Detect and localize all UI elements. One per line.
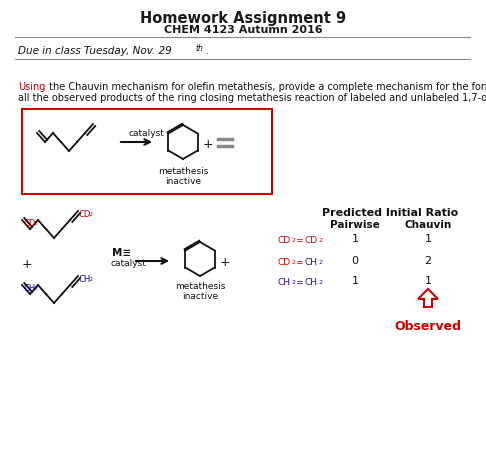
Text: +: +: [22, 258, 33, 271]
Text: catalyst: catalyst: [110, 258, 146, 268]
Text: catalyst: catalyst: [128, 129, 164, 138]
Text: 2: 2: [291, 238, 295, 243]
Text: +: +: [203, 138, 213, 151]
Text: .: .: [205, 46, 208, 56]
Text: CD: CD: [277, 257, 290, 266]
Text: CD: CD: [277, 236, 290, 244]
Text: CH: CH: [277, 277, 290, 287]
Text: =: =: [295, 257, 302, 266]
Text: 1: 1: [424, 233, 432, 244]
Text: 1: 1: [351, 233, 359, 244]
Text: 0: 0: [351, 256, 359, 265]
Text: CHEM 4123 Autumn 2016: CHEM 4123 Autumn 2016: [164, 25, 322, 35]
Text: =: =: [295, 236, 302, 244]
Text: th: th: [196, 44, 204, 53]
Text: CH: CH: [304, 257, 317, 266]
Text: Homework Assignment 9: Homework Assignment 9: [140, 11, 346, 26]
Text: Predicted Initial Ratio: Predicted Initial Ratio: [322, 207, 458, 218]
Text: all the observed products of the ring closing metathesis reaction of labeled and: all the observed products of the ring cl…: [18, 93, 486, 103]
Text: CD: CD: [304, 236, 317, 244]
Text: CD: CD: [23, 219, 35, 227]
Text: =: =: [295, 277, 302, 287]
Text: 2: 2: [88, 276, 92, 282]
Text: 1: 1: [351, 275, 359, 285]
Text: the Chauvin mechanism for olefin metathesis, provide a complete mechanism for th: the Chauvin mechanism for olefin metathe…: [46, 82, 486, 92]
Text: CD: CD: [78, 210, 90, 219]
Text: 2: 2: [33, 285, 37, 290]
Text: CH: CH: [23, 283, 35, 292]
Text: +: +: [220, 255, 230, 268]
Text: Using: Using: [18, 82, 45, 92]
Text: Chauvin: Chauvin: [404, 219, 451, 230]
Text: CH: CH: [78, 275, 90, 283]
Text: 2: 2: [318, 259, 322, 264]
Text: Observed: Observed: [395, 319, 462, 332]
Text: Pairwise: Pairwise: [330, 219, 380, 230]
Text: 2: 2: [318, 238, 322, 243]
Text: metathesis
inactive: metathesis inactive: [158, 167, 208, 186]
Text: CH: CH: [304, 277, 317, 287]
Text: 2: 2: [33, 220, 37, 225]
Text: 2: 2: [318, 279, 322, 284]
Text: 2: 2: [291, 259, 295, 264]
Text: M≡: M≡: [112, 247, 131, 257]
Text: Due in class Tuesday, Nov. 29: Due in class Tuesday, Nov. 29: [18, 46, 172, 56]
Text: 2: 2: [291, 279, 295, 284]
Text: 2: 2: [424, 256, 432, 265]
Text: 1: 1: [424, 275, 432, 285]
Text: metathesis
inactive: metathesis inactive: [175, 282, 225, 301]
Text: 2: 2: [88, 212, 92, 217]
Bar: [22, 110, 272, 194]
